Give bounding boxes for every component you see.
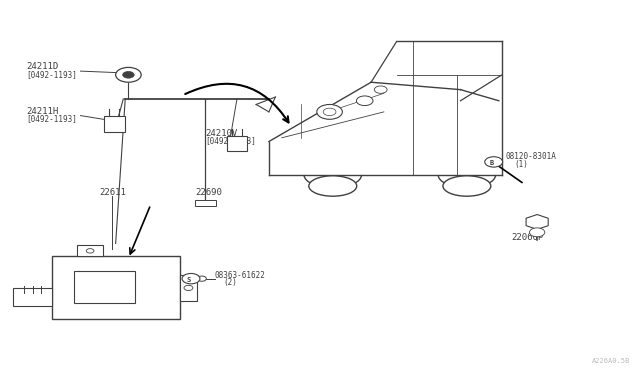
Text: [0492-1193]: [0492-1193] (205, 137, 256, 145)
Circle shape (374, 86, 387, 93)
Text: (1): (1) (514, 160, 528, 169)
Text: 22690: 22690 (195, 188, 222, 197)
Bar (52, 256, 179, 320)
Text: 24210V: 24210V (205, 129, 237, 138)
Text: 08363-61622: 08363-61622 (214, 271, 266, 280)
Bar (195, 200, 216, 206)
Bar (227, 136, 246, 151)
Text: 24211D: 24211D (26, 62, 58, 71)
Circle shape (116, 67, 141, 82)
Text: (2): (2) (223, 278, 237, 287)
Circle shape (317, 105, 342, 119)
Circle shape (197, 276, 206, 281)
Circle shape (323, 108, 336, 116)
Bar (104, 116, 125, 132)
Text: 08120-8301A: 08120-8301A (505, 152, 556, 161)
Ellipse shape (309, 176, 356, 196)
Circle shape (484, 157, 502, 167)
Text: 22060P: 22060P (511, 233, 544, 242)
Ellipse shape (443, 176, 491, 196)
Bar (179, 275, 197, 301)
Text: [0492-1193]: [0492-1193] (26, 114, 77, 123)
Text: 22612: 22612 (20, 299, 47, 308)
Text: B: B (490, 160, 494, 166)
Text: [0492-1193]: [0492-1193] (26, 70, 77, 78)
Text: 22611: 22611 (100, 188, 127, 197)
Bar (13, 288, 52, 307)
Text: 24211H: 24211H (26, 107, 58, 116)
Text: S: S (187, 277, 191, 283)
Circle shape (182, 273, 200, 284)
Circle shape (123, 71, 134, 78)
Circle shape (356, 96, 373, 106)
Text: A226A0.5B: A226A0.5B (591, 358, 630, 364)
Circle shape (529, 228, 545, 237)
Bar (77, 245, 103, 256)
Circle shape (86, 248, 94, 253)
Circle shape (184, 285, 193, 291)
Bar (74, 271, 135, 303)
